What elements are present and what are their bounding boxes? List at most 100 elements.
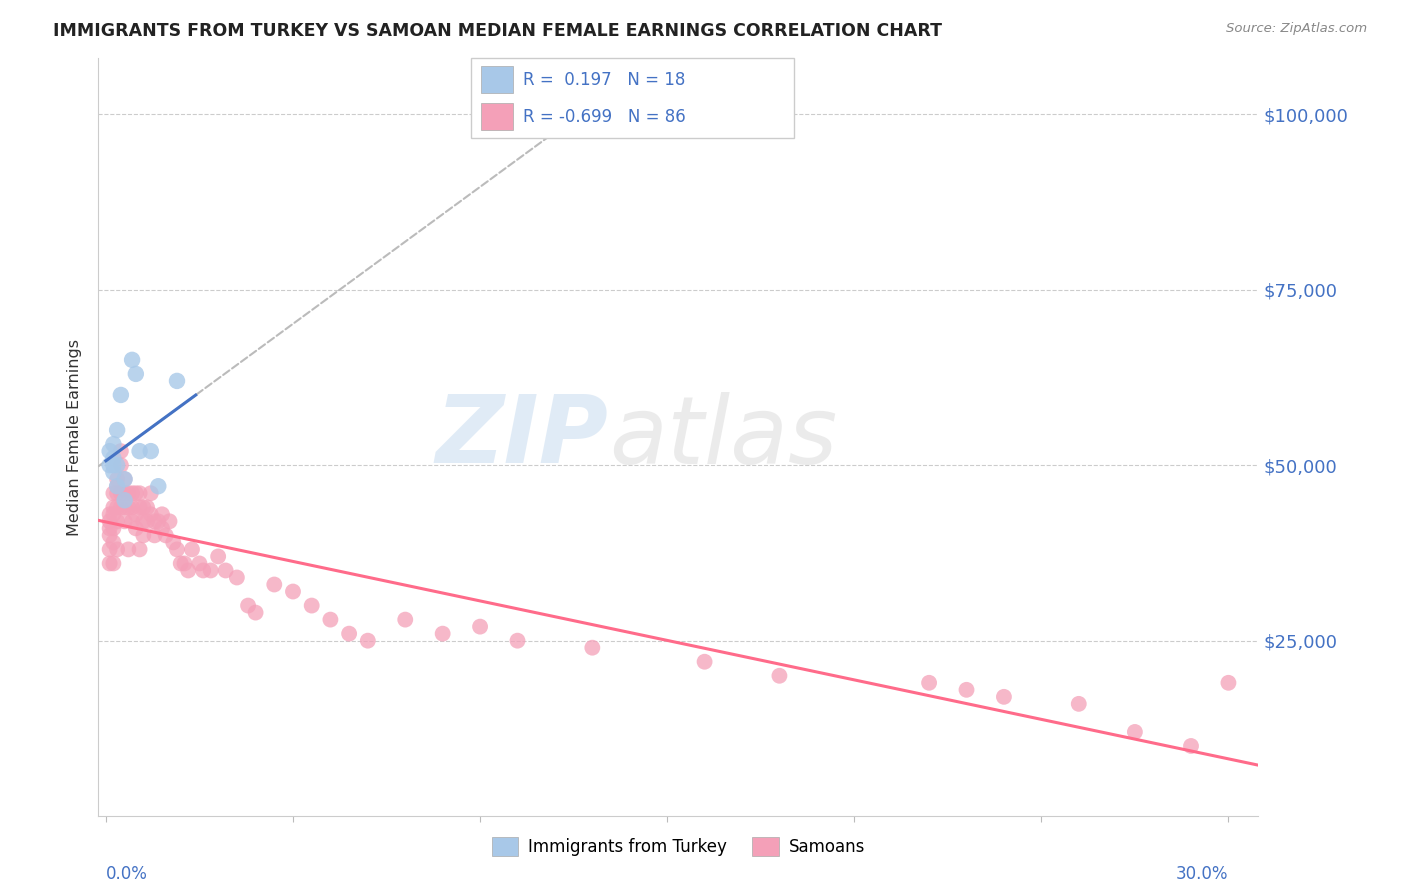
Point bbox=[177, 564, 200, 578]
Point bbox=[98, 444, 121, 458]
Point bbox=[1218, 675, 1240, 690]
Point bbox=[114, 472, 136, 486]
Point bbox=[98, 521, 121, 535]
Point bbox=[105, 500, 128, 515]
Point bbox=[114, 486, 136, 500]
Point bbox=[159, 514, 181, 528]
Point bbox=[143, 514, 166, 528]
Point bbox=[103, 451, 125, 466]
Point bbox=[245, 606, 267, 620]
Text: R = -0.699   N = 86: R = -0.699 N = 86 bbox=[523, 108, 686, 126]
Point bbox=[98, 514, 121, 528]
Point bbox=[955, 682, 977, 697]
Point bbox=[1067, 697, 1090, 711]
Point bbox=[110, 500, 132, 515]
Point bbox=[993, 690, 1015, 704]
Point bbox=[121, 486, 143, 500]
Point bbox=[170, 557, 193, 571]
Point bbox=[918, 675, 941, 690]
Point bbox=[173, 557, 195, 571]
Point bbox=[105, 486, 128, 500]
Point bbox=[117, 542, 139, 557]
Point bbox=[357, 633, 380, 648]
Point bbox=[148, 479, 170, 493]
Point bbox=[166, 374, 188, 388]
Point bbox=[155, 528, 177, 542]
Point bbox=[110, 388, 132, 402]
Point bbox=[581, 640, 603, 655]
Point bbox=[121, 352, 143, 367]
Point bbox=[200, 564, 222, 578]
Point bbox=[128, 444, 150, 458]
Point bbox=[394, 613, 416, 627]
Text: Source: ZipAtlas.com: Source: ZipAtlas.com bbox=[1226, 22, 1367, 36]
Point bbox=[139, 508, 162, 522]
Bar bbox=[481, 66, 513, 94]
Point bbox=[236, 599, 259, 613]
FancyBboxPatch shape bbox=[471, 58, 794, 138]
Point bbox=[103, 465, 125, 479]
Point bbox=[105, 542, 128, 557]
Text: IMMIGRANTS FROM TURKEY VS SAMOAN MEDIAN FEMALE EARNINGS CORRELATION CHART: IMMIGRANTS FROM TURKEY VS SAMOAN MEDIAN … bbox=[53, 22, 942, 40]
Point bbox=[125, 486, 148, 500]
Point bbox=[103, 486, 125, 500]
Point bbox=[136, 514, 159, 528]
Point bbox=[114, 472, 136, 486]
Point bbox=[114, 514, 136, 528]
Text: atlas: atlas bbox=[609, 392, 837, 483]
Text: R =  0.197   N = 18: R = 0.197 N = 18 bbox=[523, 70, 685, 88]
Point bbox=[193, 564, 215, 578]
Point bbox=[506, 633, 529, 648]
Text: 0.0%: 0.0% bbox=[105, 865, 148, 883]
Text: 30.0%: 30.0% bbox=[1175, 865, 1229, 883]
Point bbox=[337, 626, 360, 640]
Point bbox=[98, 508, 121, 522]
Point bbox=[150, 508, 173, 522]
Point bbox=[103, 500, 125, 515]
Point bbox=[132, 528, 155, 542]
Point bbox=[98, 458, 121, 472]
Point bbox=[105, 514, 128, 528]
Point bbox=[143, 528, 166, 542]
Point bbox=[110, 444, 132, 458]
Legend: Immigrants from Turkey, Samoans: Immigrants from Turkey, Samoans bbox=[485, 830, 872, 863]
Point bbox=[263, 577, 285, 591]
Point bbox=[188, 557, 211, 571]
Point bbox=[105, 458, 128, 472]
Point bbox=[166, 542, 188, 557]
Y-axis label: Median Female Earnings: Median Female Earnings bbox=[67, 339, 83, 535]
Point bbox=[98, 542, 121, 557]
Point bbox=[103, 508, 125, 522]
Bar bbox=[481, 103, 513, 130]
Point bbox=[128, 542, 150, 557]
Point bbox=[125, 521, 148, 535]
Point bbox=[301, 599, 323, 613]
Point bbox=[148, 514, 170, 528]
Point bbox=[103, 535, 125, 549]
Point bbox=[110, 486, 132, 500]
Point bbox=[105, 423, 128, 437]
Point bbox=[105, 479, 128, 493]
Point bbox=[110, 458, 132, 472]
Point bbox=[114, 500, 136, 515]
Point bbox=[136, 500, 159, 515]
Point bbox=[319, 613, 342, 627]
Point bbox=[103, 557, 125, 571]
Point bbox=[103, 521, 125, 535]
Point bbox=[132, 514, 155, 528]
Point bbox=[281, 584, 304, 599]
Point bbox=[125, 367, 148, 381]
Point bbox=[162, 535, 184, 549]
Point bbox=[125, 508, 148, 522]
Point bbox=[207, 549, 229, 564]
Point bbox=[98, 557, 121, 571]
Point bbox=[181, 542, 204, 557]
Point bbox=[117, 486, 139, 500]
Point bbox=[121, 514, 143, 528]
Point bbox=[225, 570, 247, 584]
Point bbox=[128, 486, 150, 500]
Point bbox=[1180, 739, 1202, 753]
Point bbox=[139, 444, 162, 458]
Point bbox=[432, 626, 454, 640]
Point bbox=[139, 486, 162, 500]
